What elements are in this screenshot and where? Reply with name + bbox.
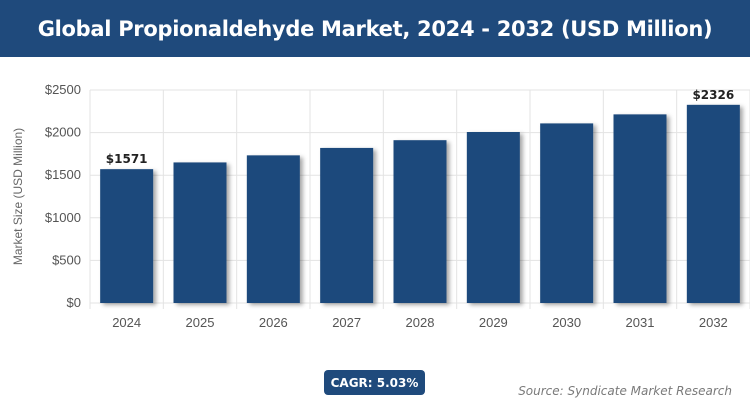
bars [100,104,740,303]
data-label: $2326 [692,88,734,102]
bar-2031 [613,114,667,303]
chart-area: $1571 $2326 $0 $500 $1000 $1500 $2000 $2500 202… [0,57,750,347]
y-tick-label: $2500 [45,82,81,97]
bar-2030 [540,123,594,303]
bar-2032 [686,104,740,303]
x-tick-label: 2027 [332,315,361,330]
x-tick-label: 2028 [406,315,435,330]
x-tick-label: 2029 [479,315,508,330]
y-tick-label: $1000 [45,210,81,225]
bar-2027 [320,147,374,303]
y-tick-label: $0 [67,295,81,310]
chart-title: Global Propionaldehyde Market, 2024 - 20… [37,16,713,41]
cagr-badge: CAGR: 5.03% [324,370,425,395]
bar-2028 [393,140,447,303]
x-tick-label: 2032 [699,315,728,330]
bar-2024 [100,169,154,303]
data-labels: $1571 $2326 [106,88,734,166]
bar-2025 [173,162,227,303]
data-label: $1571 [106,152,148,166]
x-tick-label: 2026 [259,315,288,330]
y-tick-label: $500 [52,252,81,267]
axes: $0 $500 $1000 $1500 $2000 $2500 2024 2025 2026 20… [11,82,728,330]
x-tick-label: 2025 [186,315,215,330]
bar-2026 [246,155,300,303]
x-tick-label: 2031 [626,315,655,330]
y-tick-label: $2000 [45,125,81,140]
x-tick-label: 2030 [552,315,581,330]
y-axis-title: Market Size (USD Million) [11,128,25,265]
source-note: Source: Syndicate Market Research [518,384,732,398]
bar-2029 [466,132,520,303]
y-tick-label: $1500 [45,167,81,182]
bar-chart: $1571 $2326 $0 $500 $1000 $1500 $2000 $2500 202… [11,82,750,330]
x-tick-label: 2024 [112,315,141,330]
title-banner: Global Propionaldehyde Market, 2024 - 20… [0,0,750,57]
